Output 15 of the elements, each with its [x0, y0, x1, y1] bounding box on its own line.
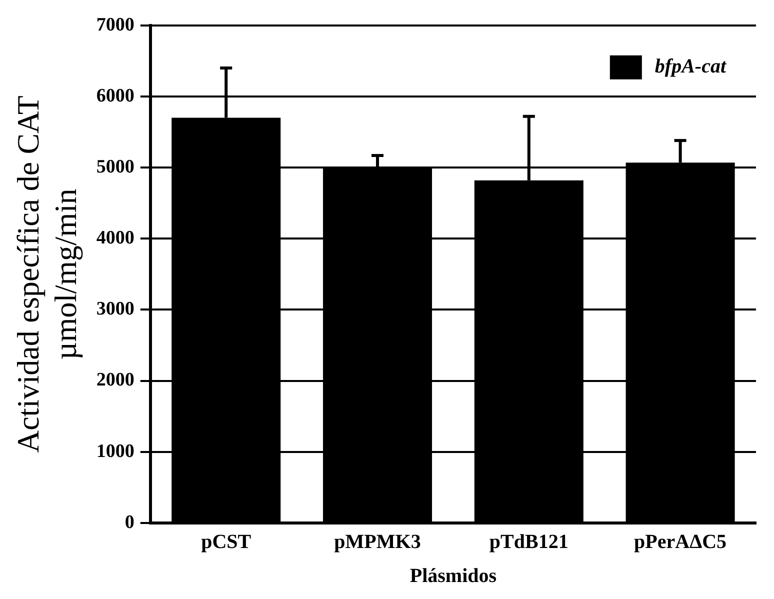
- x-tick-label: pTdB121: [489, 531, 568, 554]
- y-tick-label: 0: [124, 512, 134, 533]
- x-tick-label: pPerAΔC5: [634, 531, 727, 554]
- x-axis-title: Plásmidos: [410, 565, 497, 588]
- x-tick-label: pCST: [201, 531, 252, 554]
- y-tick-label: 7000: [96, 14, 134, 36]
- y-tick-label: 1000: [96, 440, 134, 462]
- y-tick-label: 6000: [96, 85, 134, 106]
- y-tick-label: 2000: [96, 370, 134, 391]
- x-tick-label: pMPMK3: [334, 531, 421, 554]
- y-tick-label: 3000: [96, 298, 134, 320]
- y-tick-label: 4000: [96, 228, 134, 249]
- y-tick-label: 5000: [96, 156, 134, 178]
- y-axis-title: Actividad específica de CAT µmol/mg/min: [10, 96, 83, 453]
- legend-label: bfpA-cat: [654, 56, 728, 78]
